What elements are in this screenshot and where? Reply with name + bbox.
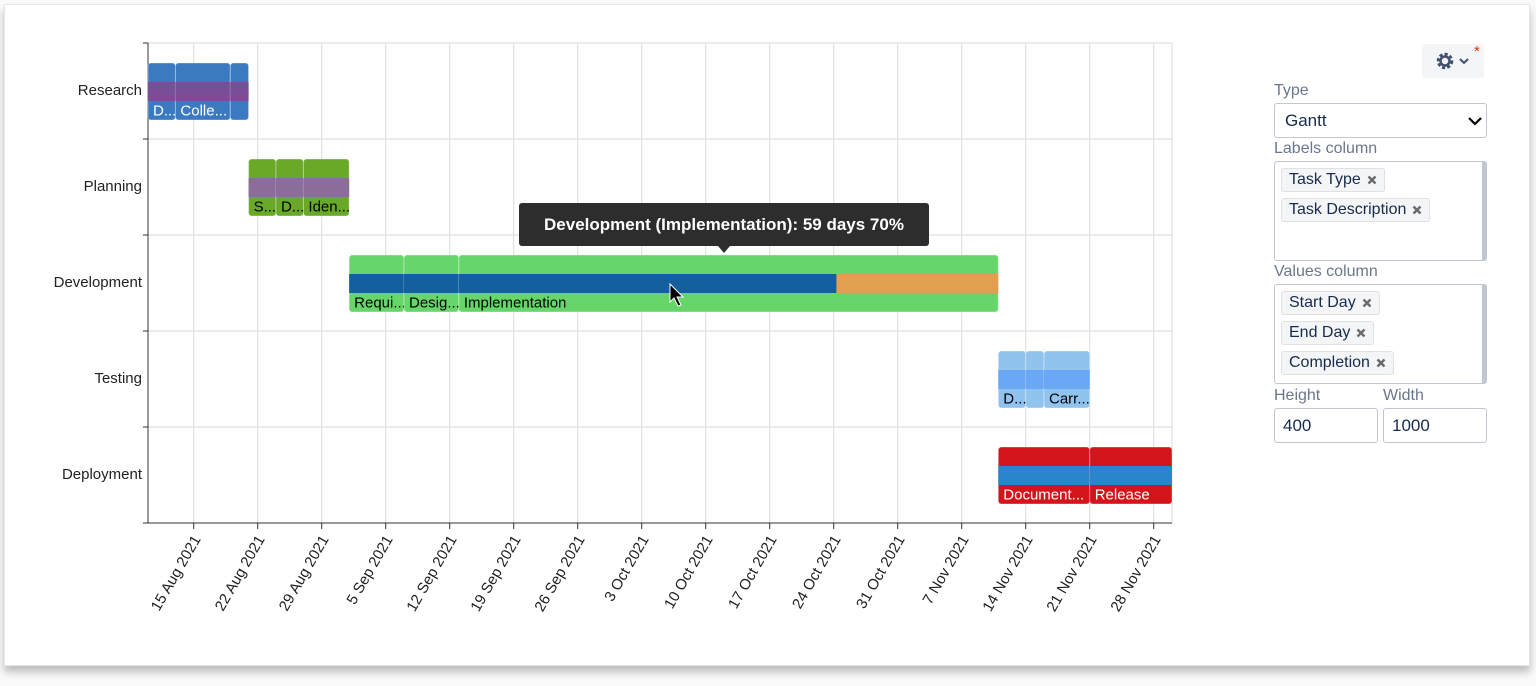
task-progress <box>276 178 304 197</box>
task-remaining <box>836 274 999 293</box>
remove-x <box>1413 205 1422 215</box>
x-tick-label: 5 Sep 2021 <box>344 532 397 607</box>
x-tick-label: 22 Aug 2021 <box>212 532 269 613</box>
x-tick-label: 21 Nov 2021 <box>1043 532 1100 614</box>
task-label: D... <box>281 198 304 215</box>
task-progress <box>998 466 1090 485</box>
chip-row: Task Type <box>1275 162 1482 192</box>
labels-column-field[interactable]: Task Type Task Description <box>1274 161 1487 261</box>
task-label: Implementation <box>464 294 567 311</box>
chip-row: Completion <box>1275 345 1482 375</box>
width-label: Width <box>1383 387 1424 404</box>
y-tick-label: Testing <box>94 370 142 387</box>
x-tick-label: 3 Oct 2021 <box>601 532 652 604</box>
y-tick-label: Development <box>54 274 143 291</box>
x-tick-label: 29 Aug 2021 <box>276 532 333 613</box>
svg-text:*: * <box>1474 44 1480 60</box>
remove-icon[interactable] <box>1412 205 1422 215</box>
task-progress <box>248 178 276 197</box>
x-tick-label: 31 Oct 2021 <box>853 532 909 611</box>
remove-x <box>1376 358 1386 368</box>
task-progress <box>458 274 837 293</box>
tooltip: Development (Implementation): 59 days 70… <box>519 203 929 246</box>
chip-row: Start Day <box>1275 285 1482 315</box>
task-progress <box>404 274 459 293</box>
x-tick-label: 17 Oct 2021 <box>725 532 781 611</box>
task-label: Document... <box>1003 486 1084 503</box>
chip[interactable]: Task Type <box>1281 168 1385 192</box>
task-progress <box>998 370 1026 389</box>
chip-text: Task Type <box>1289 171 1361 188</box>
y-tick-label: Research <box>78 82 142 99</box>
task-label: S... <box>254 198 277 215</box>
task-progress <box>175 82 231 101</box>
remove-x <box>1357 328 1366 338</box>
type-label: Type <box>1274 82 1309 99</box>
task-progress <box>1044 370 1090 389</box>
chip[interactable]: Completion <box>1281 351 1394 375</box>
values-column-field[interactable]: Start Day End Day Completion <box>1274 284 1487 384</box>
y-tick-label: Deployment <box>62 466 143 483</box>
x-tick-label: 7 Nov 2021 <box>920 532 973 607</box>
remove-x <box>1367 175 1377 185</box>
values-column-label: Values column <box>1274 263 1378 280</box>
remove-icon[interactable] <box>1367 175 1377 185</box>
chip[interactable]: End Day <box>1281 321 1375 345</box>
x-tick-label: 14 Nov 2021 <box>979 532 1036 614</box>
chip-row: Task Description <box>1275 192 1482 222</box>
remove-icon[interactable] <box>1376 358 1386 368</box>
task-progress <box>148 82 176 101</box>
x-tick-label: 26 Sep 2021 <box>531 532 588 614</box>
remove-x <box>1362 298 1372 308</box>
chip[interactable]: Start Day <box>1281 291 1380 315</box>
type-select[interactable]: Gantt <box>1274 103 1487 138</box>
task-progress <box>230 82 249 101</box>
x-tick-label: 15 Aug 2021 <box>148 532 205 613</box>
task-progress <box>1089 466 1172 485</box>
width-input[interactable]: 1000 <box>1383 408 1487 443</box>
task-progress <box>349 274 404 293</box>
task-label: Release <box>1095 486 1150 503</box>
task-progress <box>1025 370 1044 389</box>
chip-text: Task Description <box>1289 201 1407 218</box>
task-label: D... <box>1003 390 1026 407</box>
x-tick-label: 24 Oct 2021 <box>789 532 845 611</box>
height-label: Height <box>1274 387 1321 404</box>
x-tick-label: 12 Sep 2021 <box>403 532 460 614</box>
task-label: Carr... <box>1049 390 1090 407</box>
x-tick-label: 10 Oct 2021 <box>661 532 717 611</box>
task-progress <box>303 178 350 197</box>
chip-text: Start Day <box>1289 294 1356 311</box>
height-value: 400 <box>1283 416 1312 435</box>
chip-text: End Day <box>1289 324 1351 341</box>
task-label: Colle... <box>180 102 227 119</box>
y-tick-label: Planning <box>84 178 142 195</box>
width-value: 1000 <box>1392 416 1430 435</box>
gear-icon: * <box>1436 43 1480 70</box>
remove-icon[interactable] <box>1356 328 1366 338</box>
task-label: Iden... <box>308 198 350 215</box>
chip-row: End Day <box>1275 315 1482 345</box>
x-tick-label: 28 Nov 2021 <box>1107 532 1164 614</box>
chip-text: Completion <box>1289 354 1370 371</box>
task-label: Requi... <box>354 294 406 311</box>
task-label: Desig... <box>409 294 460 311</box>
labels-column-label: Labels column <box>1274 140 1378 157</box>
height-input[interactable]: 400 <box>1274 408 1378 443</box>
x-tick-label: 19 Sep 2021 <box>467 532 524 614</box>
task-label: D... <box>153 102 176 119</box>
chip[interactable]: Task Description <box>1281 198 1431 222</box>
chevron <box>1468 117 1482 126</box>
remove-icon[interactable] <box>1362 298 1372 308</box>
settings-button[interactable]: * <box>1422 43 1484 78</box>
type-value: Gantt <box>1285 111 1327 130</box>
